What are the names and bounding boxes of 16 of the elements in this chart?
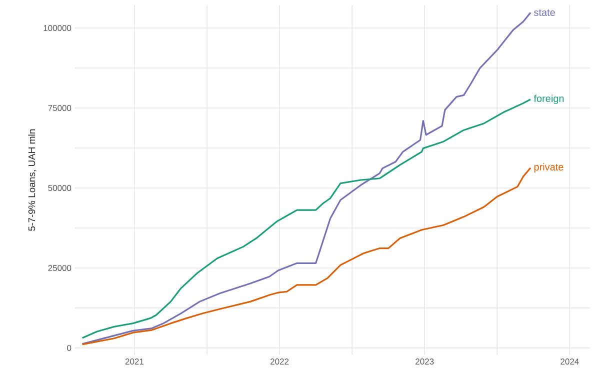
x-tick-label: 2021 (125, 358, 144, 365)
y-tick-label: 0 (67, 344, 72, 351)
y-tick-label: 25000 (48, 264, 72, 271)
series-label: foreign (534, 94, 564, 104)
line-series (81, 12, 532, 345)
x-tick-label: 2024 (560, 358, 579, 365)
series-label: state (534, 9, 555, 16)
y-tick-label: 100000 (44, 25, 72, 32)
y-axis-title: 5-7-9% Loans, UAH mln (28, 129, 36, 231)
line-series (81, 167, 532, 346)
x-tick-label: 2022 (270, 358, 289, 365)
x-tick-label: 2023 (416, 358, 434, 365)
line-series (81, 98, 532, 339)
y-tick-label: 50000 (48, 184, 72, 191)
y-tick-label: 75000 (48, 105, 72, 112)
series-label: private (534, 163, 564, 172)
